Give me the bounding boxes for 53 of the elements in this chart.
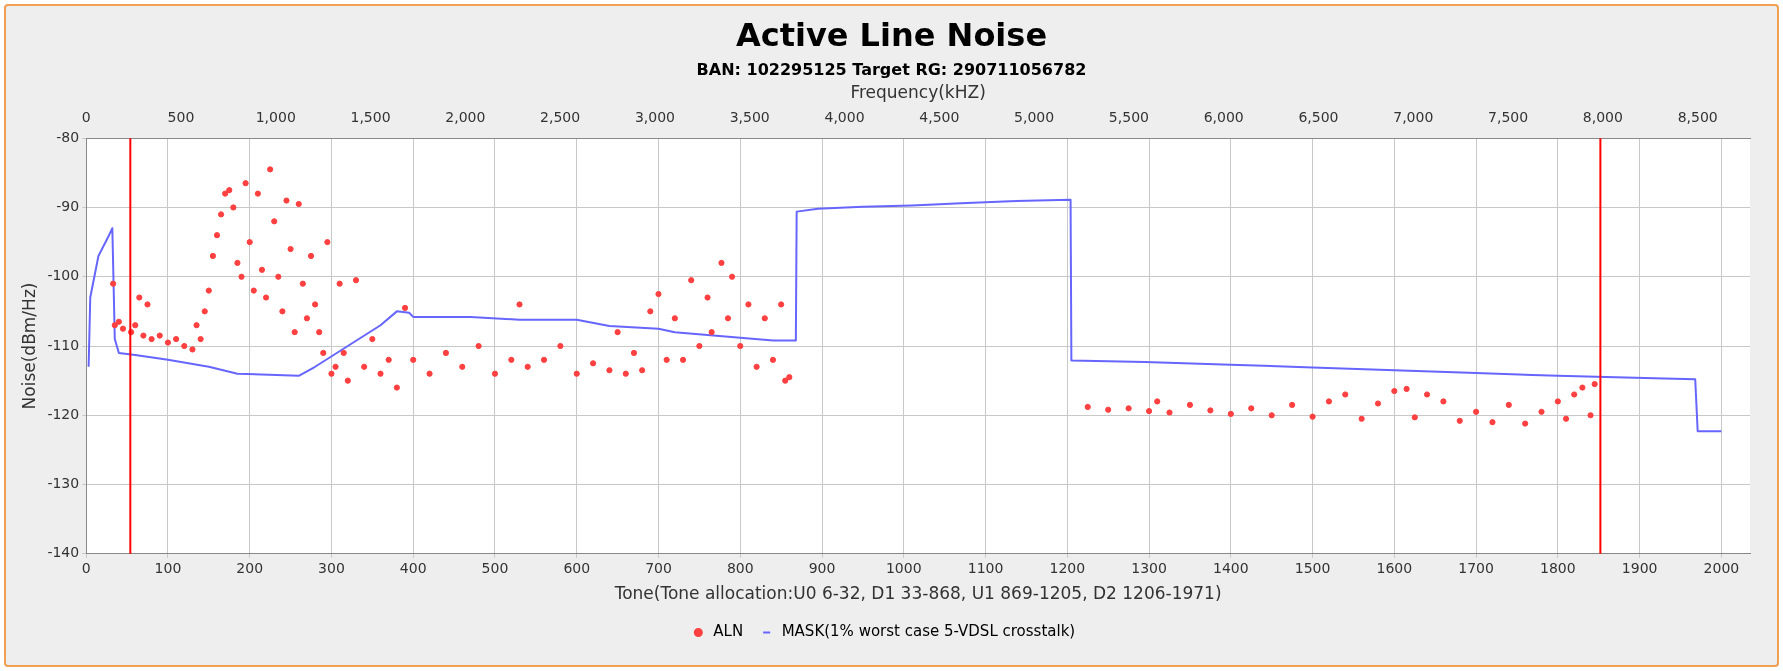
x2-tick-label: 1,000: [255, 109, 296, 126]
chart-subtitle: BAN: 102295125 Target RG: 290711056782: [695, 60, 1088, 79]
x-tick-label: 1900: [1621, 559, 1658, 576]
x2-tick-label: 3,000: [634, 109, 675, 126]
x-tick-label: 2000: [1703, 559, 1740, 576]
x2-tick-label: 4,000: [824, 109, 865, 126]
y-tick-label: -110: [47, 336, 80, 353]
x-tick-label: 900: [808, 559, 836, 576]
x2-tick-label: 8,000: [1582, 109, 1623, 126]
x2-tick-label: 500: [167, 109, 195, 126]
x-tick-label: 700: [645, 559, 672, 576]
y-tick-label: -130: [47, 475, 80, 492]
x2-tick-label: 8,500: [1677, 109, 1718, 126]
x-tick-label: 1000: [885, 559, 922, 576]
x-tick-label: 400: [399, 559, 427, 576]
x2-tick-label: 1,500: [350, 109, 391, 126]
y-tick-label: -140: [47, 544, 80, 561]
x-tick-label: 200: [236, 559, 264, 576]
x2-tick-label: 5,500: [1108, 109, 1149, 126]
x2-tick-label: 7,000: [1393, 109, 1434, 126]
x2-axis-title: Frequency(kHZ): [850, 81, 986, 102]
x-tick-label: 1400: [1213, 559, 1249, 576]
x2-tick-label: 6,000: [1203, 109, 1244, 126]
chart-title: Active Line Noise: [734, 16, 1049, 54]
x-tick-label: 1200: [1049, 559, 1086, 576]
x-axis-title: Tone(Tone allocation:U0 6-32, D1 33-868, U1 869-1205, D2 1206-1971): [613, 583, 1222, 604]
y-tick-label: -120: [47, 405, 80, 422]
x-tick-label: 1500: [1294, 559, 1331, 576]
x2-tick-label: 6,500: [1298, 109, 1339, 126]
x-tick-label: 1700: [1458, 559, 1494, 576]
x-tick-label: 600: [563, 559, 591, 576]
x-tick-label: 1600: [1376, 559, 1413, 576]
x-tick-label: 1800: [1540, 559, 1576, 576]
x2-tick-label: 3,500: [729, 109, 770, 126]
x2-tick-label: 4,500: [919, 109, 960, 126]
x2-tick-label: 7,500: [1488, 109, 1529, 126]
x-tick-label: 500: [481, 559, 509, 576]
x2-tick-label: 2,500: [540, 109, 581, 126]
x-tick-label: 1300: [1131, 559, 1167, 576]
x-tick-label: 100: [154, 559, 182, 576]
y-tick-label: -90: [56, 198, 80, 215]
x2-tick-label: 2,000: [445, 109, 486, 126]
legend-label: MASK(1% worst case 5-VDSL crosstalk): [781, 622, 1076, 641]
x-tick-label: 0: [81, 559, 91, 576]
legend-label: ALN: [713, 622, 744, 641]
x-tick-label: 800: [726, 559, 754, 576]
y-axis-title: Noise(dBm/Hz): [18, 282, 39, 410]
x2-tick-label: 5,000: [1014, 109, 1055, 126]
x-tick-label: 1100: [967, 559, 1004, 576]
x2-tick-label: 0: [81, 109, 91, 126]
x-tick-label: 300: [318, 559, 345, 576]
y-tick-label: -100: [47, 267, 80, 284]
y-tick-label: -80: [56, 128, 80, 145]
